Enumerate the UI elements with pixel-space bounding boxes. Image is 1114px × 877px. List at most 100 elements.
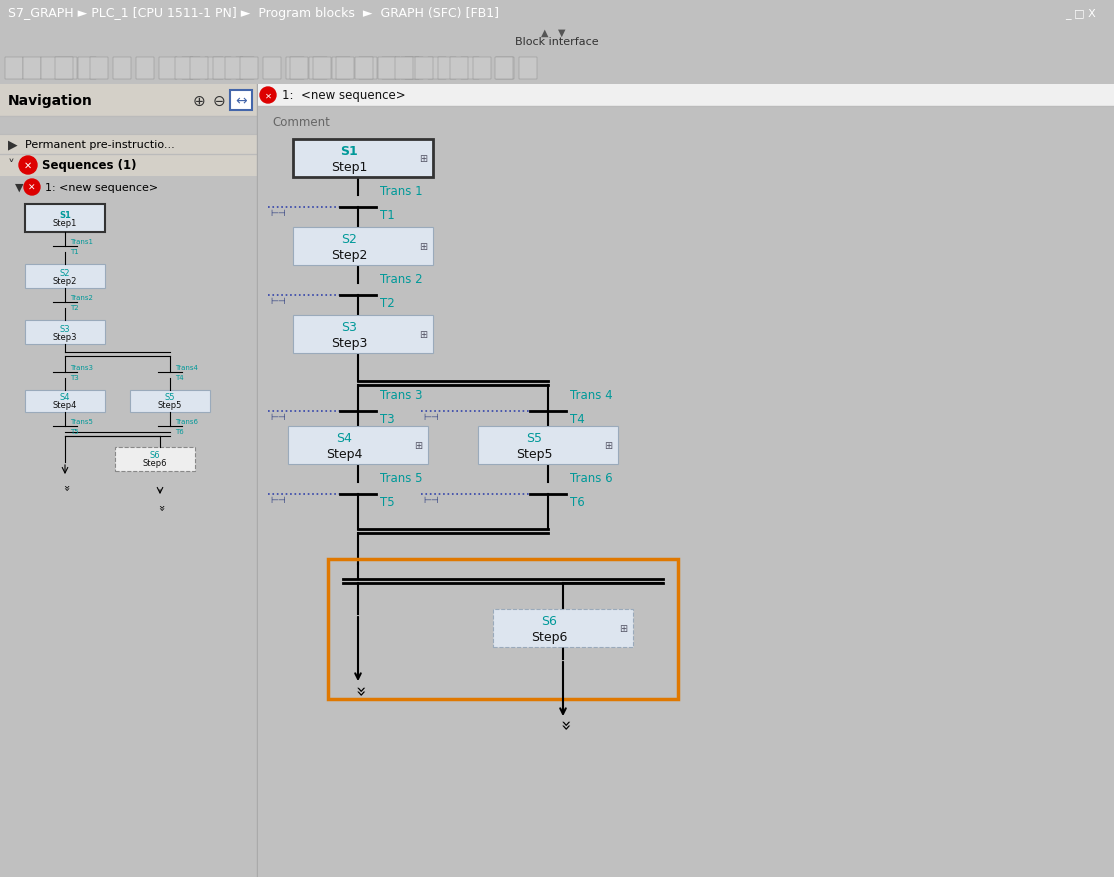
Bar [405, 58, 423, 80]
Bar [293, 228, 433, 266]
Bar [190, 58, 208, 80]
Bar [55, 58, 74, 80]
Bar [258, 85, 1114, 107]
Text: ˅: ˅ [8, 159, 14, 173]
Text: ▼: ▼ [558, 28, 566, 38]
Bar [309, 58, 328, 80]
Text: T3: T3 [70, 374, 79, 381]
Text: ⊢⊣: ⊢⊣ [423, 412, 439, 422]
Text: Step1: Step1 [331, 160, 368, 174]
Text: ⊢⊣: ⊢⊣ [270, 496, 286, 504]
Text: Trans5: Trans5 [70, 418, 92, 424]
Bar [286, 58, 304, 80]
Bar [25, 204, 105, 232]
Text: ⊞: ⊞ [619, 624, 627, 633]
Text: Trans6: Trans6 [175, 418, 198, 424]
Bar [496, 58, 514, 80]
Bar [494, 610, 633, 647]
Text: S2: S2 [60, 268, 70, 277]
Text: Sequences (1): Sequences (1) [42, 160, 137, 172]
Text: T4: T4 [570, 412, 585, 425]
Bar [25, 390, 105, 412]
Text: Trans2: Trans2 [70, 295, 92, 301]
Bar [450, 58, 468, 80]
Bar [290, 58, 307, 80]
Bar [332, 58, 350, 80]
Text: ⊢⊣: ⊢⊣ [270, 296, 286, 306]
Text: T2: T2 [380, 296, 394, 310]
Bar [495, 58, 514, 80]
Text: T3: T3 [380, 412, 394, 425]
Bar [438, 58, 456, 80]
Text: S3: S3 [60, 324, 70, 333]
Bar [175, 58, 193, 80]
Bar [182, 58, 201, 80]
Bar [4, 58, 23, 80]
Text: ⊞: ⊞ [419, 242, 427, 252]
Text: Step6: Step6 [143, 459, 167, 468]
Bar [328, 560, 678, 699]
Bar [359, 58, 377, 80]
Text: T1: T1 [70, 249, 79, 254]
Bar [113, 58, 131, 80]
Text: S6: S6 [149, 451, 160, 460]
Text: 1:  <new sequence>: 1: <new sequence> [282, 89, 405, 103]
Text: ⊢⊣: ⊢⊣ [270, 412, 286, 422]
Bar [0, 85, 258, 117]
Text: ⊞: ⊞ [419, 153, 427, 164]
Text: Step4: Step4 [325, 447, 362, 460]
Text: Block interface: Block interface [515, 37, 599, 47]
Text: Step2: Step2 [52, 276, 77, 285]
Bar [90, 58, 108, 80]
Text: ⊢⊣: ⊢⊣ [423, 496, 439, 504]
Circle shape [25, 180, 40, 196]
Text: Navigation: Navigation [8, 94, 92, 108]
Text: T5: T5 [380, 496, 394, 509]
Text: T5: T5 [70, 429, 79, 434]
Text: S4: S4 [60, 393, 70, 402]
Bar [519, 58, 537, 80]
Text: ⊕: ⊕ [193, 93, 206, 109]
Bar [355, 58, 373, 80]
Text: »: » [60, 484, 70, 491]
Bar [263, 58, 281, 80]
Bar [225, 58, 243, 80]
Text: T2: T2 [70, 304, 79, 310]
Bar [378, 58, 395, 80]
Bar [78, 58, 96, 80]
Text: ✕: ✕ [23, 160, 32, 171]
Bar [461, 58, 479, 80]
Text: Trans3: Trans3 [70, 365, 92, 371]
Bar [59, 58, 77, 80]
Bar [428, 58, 446, 80]
Text: ▶: ▶ [8, 139, 18, 152]
Text: Step3: Step3 [52, 332, 77, 341]
Text: ⊢⊣: ⊢⊣ [270, 209, 286, 217]
Text: ↔: ↔ [235, 94, 247, 108]
Text: Trans 4: Trans 4 [570, 389, 613, 402]
Circle shape [19, 157, 37, 175]
Bar [293, 316, 433, 353]
Text: Step4: Step4 [52, 401, 77, 410]
Text: ▼: ▼ [14, 182, 23, 193]
Text: T1: T1 [380, 209, 394, 222]
Bar [416, 58, 433, 80]
Text: ⊞: ⊞ [604, 440, 612, 451]
Text: Step2: Step2 [331, 248, 368, 261]
Bar [395, 58, 413, 80]
Bar [136, 58, 154, 80]
Text: Trans4: Trans4 [175, 365, 198, 371]
Text: S2: S2 [341, 232, 356, 246]
Text: Comment: Comment [272, 117, 330, 129]
Text: S3: S3 [341, 320, 356, 333]
Text: Trans 1: Trans 1 [380, 185, 422, 198]
Text: T6: T6 [570, 496, 585, 509]
Bar [23, 58, 41, 80]
Text: S7_GRAPH ► PLC_1 [CPU 1511-1 PN] ►  Program blocks  ►  GRAPH (SFC) [FB1]: S7_GRAPH ► PLC_1 [CPU 1511-1 PN] ► Progr… [8, 8, 499, 20]
Text: ✕: ✕ [28, 183, 36, 192]
Bar [473, 58, 491, 80]
Bar [115, 447, 195, 472]
Bar [240, 58, 258, 80]
Bar [0, 135, 258, 155]
Text: _ □ X: _ □ X [1065, 9, 1096, 19]
